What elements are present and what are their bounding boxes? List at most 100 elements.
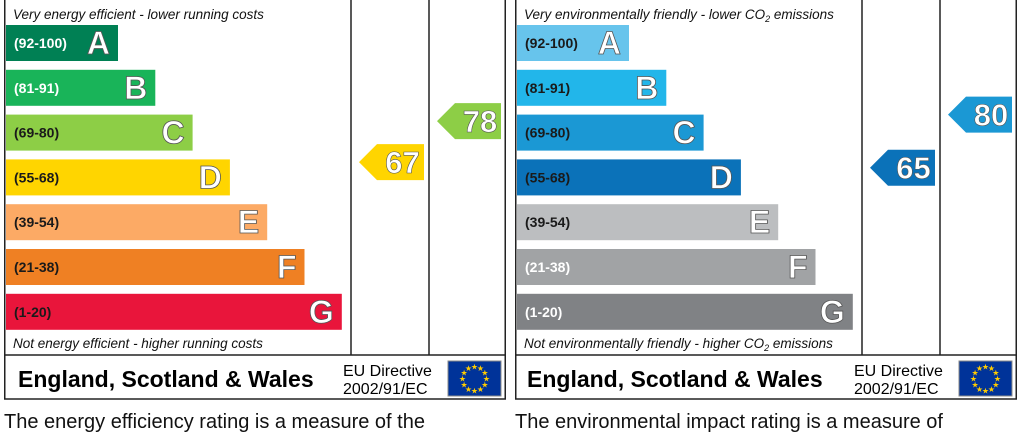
top-caption: Very energy efficient - lower running co… — [13, 7, 264, 22]
current-arrow-shape — [359, 144, 424, 181]
band-d: (55-68) D — [6, 159, 230, 196]
band-letter: F — [788, 249, 808, 285]
band-letter: B — [124, 70, 147, 106]
band-bar — [517, 114, 704, 151]
band-bar — [517, 25, 629, 61]
band-range: (21-38) — [525, 259, 570, 275]
footer-text: The energy efficiency rating is a measur… — [4, 411, 425, 433]
band-bar — [6, 293, 342, 330]
band-range: (92-100) — [525, 35, 578, 51]
flag-star: ★ — [970, 375, 977, 384]
potential-rating-arrow: 80 — [948, 96, 1012, 133]
band-letter: G — [309, 294, 334, 330]
band-d: (55-68) D — [517, 159, 741, 196]
energy-efficiency-chart: Very energy efficient - lower running co… — [4, 0, 506, 433]
band-range: (21-38) — [14, 259, 59, 275]
current-rating-arrow: 67 — [359, 144, 424, 180]
footer-text: The environmental impact rating is a mea… — [515, 411, 943, 433]
band-c: (69-80) C — [517, 114, 704, 151]
band-a: (92-100) A — [517, 25, 629, 61]
band-bar — [6, 114, 193, 151]
flag-star: ★ — [477, 385, 484, 394]
band-b: (81-91) B — [517, 69, 667, 106]
potential-arrow-shape — [948, 96, 1012, 133]
flag-field — [958, 360, 1013, 397]
band-letter: C — [161, 115, 184, 151]
band-g: (1-20) G — [6, 293, 342, 330]
band-letter: D — [710, 159, 733, 195]
flag-star: ★ — [461, 381, 468, 390]
flag-star: ★ — [988, 385, 995, 394]
band-range: (1-20) — [14, 304, 51, 320]
environmental-impact-chart: Very environmentally friendly - lower CO… — [515, 0, 1017, 433]
flag-star: ★ — [471, 387, 478, 396]
chart-frame — [4, 0, 506, 400]
flag-star: ★ — [483, 375, 490, 384]
top-caption-end: emissions — [770, 7, 834, 22]
band-bar — [517, 293, 853, 330]
band-range: (55-68) — [14, 169, 59, 185]
band-e: (39-54) E — [6, 204, 268, 241]
band-bar — [6, 159, 230, 196]
bottom-caption-main: Not environmentally friendly - higher CO — [524, 336, 765, 351]
band-letter: E — [238, 204, 259, 240]
flag-star: ★ — [976, 385, 983, 394]
flag-star: ★ — [972, 381, 979, 390]
bottom-caption: Not environmentally friendly - higher CO… — [524, 336, 833, 353]
band-g: (1-20) G — [517, 293, 853, 330]
flag-field — [447, 360, 502, 397]
band-bar — [6, 249, 305, 285]
band-range: (1-20) — [525, 304, 562, 320]
flag-star: ★ — [461, 369, 468, 378]
outer-border — [4, 0, 506, 400]
rating-arrows: 67 78 — [359, 103, 501, 180]
flag-star: ★ — [976, 364, 983, 373]
band-range: (81-91) — [525, 80, 570, 96]
flag-star: ★ — [992, 369, 999, 378]
band-bar — [517, 204, 779, 241]
band-e: (39-54) E — [517, 204, 779, 241]
band-letter: C — [672, 115, 695, 151]
band-range: (92-100) — [14, 35, 67, 51]
country-label: England, Scotland & Wales — [527, 366, 823, 392]
potential-rating-value: 78 — [463, 104, 497, 139]
rating-arrows: 65 80 — [870, 96, 1012, 186]
eu-flag-icon: ★★★★★★★★★★★★ — [447, 360, 502, 397]
band-letter: A — [87, 25, 110, 61]
chart-frame — [515, 0, 1017, 400]
rating-bands: (92-100) A (81-91) B (69-80) C (55-68) D (39-54)… — [6, 25, 342, 330]
bottom-caption-sub: 2 — [763, 343, 769, 353]
current-arrow-shape — [870, 149, 935, 186]
flag-star: ★ — [481, 381, 488, 390]
band-letter: A — [598, 25, 621, 61]
flag-star: ★ — [982, 363, 989, 372]
top-caption-sub: 2 — [764, 14, 770, 24]
flag-star: ★ — [982, 387, 989, 396]
potential-rating-value: 80 — [974, 98, 1008, 133]
flag-star: ★ — [992, 381, 999, 390]
band-range: (69-80) — [525, 125, 570, 141]
band-c: (69-80) C — [6, 114, 193, 151]
current-rating-arrow: 65 — [870, 149, 935, 186]
band-bar — [517, 249, 816, 285]
band-range: (69-80) — [14, 125, 59, 141]
band-bar — [6, 69, 156, 106]
band-letter: E — [749, 204, 770, 240]
potential-rating-arrow: 78 — [437, 103, 501, 139]
band-b: (81-91) B — [6, 69, 156, 106]
flag-star: ★ — [465, 385, 472, 394]
band-range: (39-54) — [14, 214, 59, 230]
band-bar — [517, 159, 741, 196]
band-letter: G — [820, 294, 845, 330]
current-rating-value: 67 — [385, 145, 419, 180]
flag-star: ★ — [477, 364, 484, 373]
flag-star: ★ — [481, 369, 488, 378]
eu-flag-icon: ★★★★★★★★★★★★ — [958, 360, 1013, 397]
band-bar — [6, 25, 118, 61]
band-letter: B — [635, 70, 658, 106]
flag-star: ★ — [994, 375, 1001, 384]
flag-star: ★ — [471, 363, 478, 372]
directive-line-2: 2002/91/EC — [343, 381, 428, 398]
band-letter: D — [199, 159, 222, 195]
flag-star: ★ — [988, 364, 995, 373]
